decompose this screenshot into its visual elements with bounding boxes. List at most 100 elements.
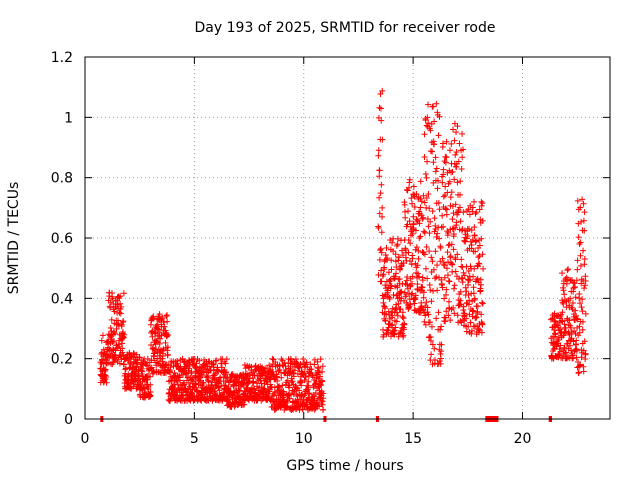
data-point-marker — [434, 262, 441, 269]
data-point-marker — [420, 228, 427, 235]
data-point-marker — [422, 321, 429, 328]
x-tick-label: 20 — [514, 431, 532, 447]
data-point-marker — [377, 245, 384, 252]
data-point-marker — [311, 361, 318, 368]
data-point-marker — [547, 316, 554, 323]
data-point-marker — [144, 355, 151, 362]
data-point-marker — [389, 305, 396, 312]
data-point-marker — [456, 140, 463, 147]
data-point-marker — [303, 359, 310, 366]
data-point-marker — [475, 254, 482, 261]
data-point-marker — [576, 240, 583, 247]
data-point-marker — [216, 375, 223, 382]
data-point-marker — [305, 390, 312, 397]
data-point-marker — [116, 343, 123, 350]
data-point-marker — [107, 304, 114, 311]
data-point-marker — [417, 204, 424, 211]
data-point-marker — [474, 303, 481, 310]
data-point-marker — [461, 272, 468, 279]
data-point-marker — [420, 294, 427, 301]
data-point-marker — [131, 358, 138, 365]
data-point-marker — [164, 312, 171, 319]
data-point-marker — [284, 377, 291, 384]
data-point-marker — [453, 219, 460, 226]
data-point-marker — [117, 310, 124, 317]
data-point-marker — [578, 218, 585, 225]
data-point-marker — [468, 330, 475, 337]
data-point-marker — [287, 363, 294, 370]
data-point-marker — [575, 369, 582, 376]
data-point-marker — [412, 246, 419, 253]
data-point-marker — [427, 337, 434, 344]
data-point-marker — [478, 311, 485, 318]
data-point-marker — [378, 181, 385, 188]
data-point-marker — [581, 285, 588, 292]
data-point-marker — [423, 299, 430, 306]
data-point-marker — [425, 311, 432, 318]
data-point-marker — [571, 328, 578, 335]
data-point-marker — [424, 304, 431, 311]
data-point-marker — [433, 273, 440, 280]
data-point-marker — [464, 233, 471, 240]
data-point-marker — [409, 230, 416, 237]
data-point-marker — [452, 201, 459, 208]
data-point-marker — [448, 189, 455, 196]
data-point-marker — [405, 184, 412, 191]
data-point-marker — [465, 292, 472, 299]
data-point-marker — [376, 194, 383, 201]
data-point-marker — [385, 269, 392, 276]
data-point-marker — [470, 284, 477, 291]
data-point-marker — [250, 379, 257, 386]
data-point-marker — [181, 381, 188, 388]
data-point-marker — [447, 194, 454, 201]
data-point-marker — [473, 314, 480, 321]
data-point-marker — [288, 391, 295, 398]
data-point-marker — [114, 344, 121, 351]
data-point-marker — [442, 183, 449, 190]
data-point-marker — [235, 388, 242, 395]
data-point-marker — [407, 301, 414, 308]
data-point-marker — [415, 247, 422, 254]
data-point-marker — [425, 190, 432, 197]
data-point-marker — [379, 213, 386, 220]
data-point-marker — [407, 240, 414, 247]
data-point-marker — [479, 321, 486, 328]
data-point-marker — [149, 333, 156, 340]
data-point-marker — [383, 244, 390, 251]
data-point-marker — [301, 377, 308, 384]
data-point-marker — [479, 217, 486, 224]
data-point-marker — [434, 185, 441, 192]
data-point-marker — [465, 206, 472, 213]
data-point-marker — [458, 274, 465, 281]
data-point-marker — [388, 266, 395, 273]
data-point-marker — [479, 300, 486, 307]
data-point-marker — [381, 258, 388, 265]
data-point-marker — [376, 173, 383, 180]
data-point-marker — [469, 204, 476, 211]
data-point-marker — [274, 377, 281, 384]
data-point-marker — [163, 313, 170, 320]
data-point-marker — [436, 206, 443, 213]
data-point-marker — [409, 200, 416, 207]
data-point-marker — [156, 340, 163, 347]
data-point-marker — [120, 361, 127, 368]
data-point-marker — [581, 338, 588, 345]
data-point-marker — [375, 147, 382, 154]
data-point-marker — [427, 148, 434, 155]
data-point-marker — [580, 217, 587, 224]
data-point-marker — [450, 304, 457, 311]
data-point-marker — [377, 246, 384, 253]
data-point-marker — [436, 235, 443, 242]
data-point-marker — [563, 280, 570, 287]
data-point-marker — [456, 300, 463, 307]
data-point-marker — [413, 190, 420, 197]
data-point-marker — [378, 278, 385, 285]
data-point-marker — [451, 282, 458, 289]
grid-lines — [85, 57, 610, 419]
data-point-marker — [470, 273, 477, 280]
data-point-marker — [250, 386, 257, 393]
data-point-marker — [155, 326, 162, 333]
data-point-marker — [376, 104, 383, 111]
data-point-marker — [431, 345, 438, 352]
data-point-marker — [110, 328, 117, 335]
